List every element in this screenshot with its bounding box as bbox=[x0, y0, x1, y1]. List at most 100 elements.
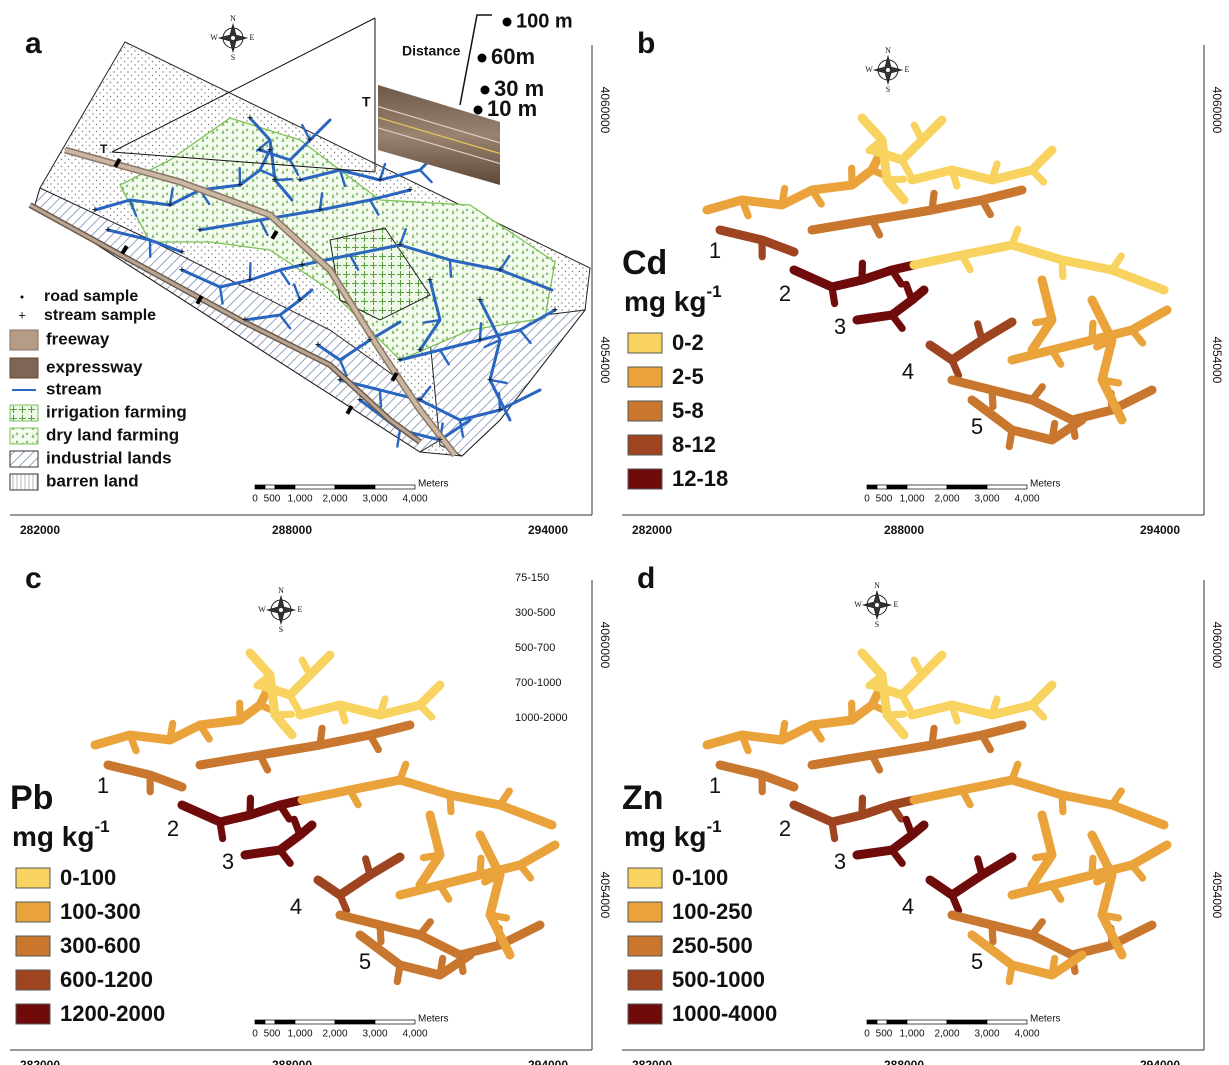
legend-swatch bbox=[627, 969, 663, 991]
stream bbox=[867, 115, 947, 165]
legend-label: 100-300 bbox=[60, 899, 141, 924]
stream bbox=[857, 648, 909, 740]
stream-twig bbox=[348, 253, 360, 271]
compass-letter: N bbox=[885, 46, 891, 55]
scale-label: 4,000 bbox=[402, 494, 427, 505]
legend-label: 0-100 bbox=[60, 865, 116, 890]
stream-twig bbox=[928, 724, 938, 749]
legend-label: dry land farming bbox=[46, 425, 179, 444]
sample-marker: + bbox=[497, 264, 503, 276]
stream-twig bbox=[396, 760, 410, 784]
legend-symbol: + bbox=[18, 307, 26, 322]
legend-label: 0-100 bbox=[672, 865, 728, 890]
sample-marker: + bbox=[552, 304, 558, 316]
stream-twig bbox=[883, 710, 908, 719]
legend-label: 300-600 bbox=[60, 933, 141, 958]
scale-segment bbox=[866, 1019, 878, 1025]
distance-dot bbox=[477, 53, 487, 63]
scale-label: 500 bbox=[876, 1029, 893, 1040]
x-coordinate: 288000 bbox=[884, 523, 924, 537]
scale-segment bbox=[886, 1019, 908, 1025]
stream-twig bbox=[1088, 319, 1097, 344]
stream-twig bbox=[216, 818, 227, 843]
scale-segment bbox=[294, 484, 336, 490]
stream bbox=[243, 288, 314, 322]
legend-label: 250-500 bbox=[672, 933, 753, 958]
side-label: 1000-2000 bbox=[515, 712, 568, 724]
stream-twig bbox=[273, 177, 293, 182]
legend-swatch bbox=[627, 935, 663, 957]
stream-twig bbox=[1008, 760, 1022, 784]
legend-symbol bbox=[9, 404, 39, 422]
scale-segment bbox=[374, 484, 416, 490]
stream-twig bbox=[496, 787, 513, 809]
scale-segment bbox=[986, 1019, 1028, 1025]
scale-label: 2,000 bbox=[934, 1029, 959, 1040]
stream-twig bbox=[948, 356, 963, 380]
scale-label: 0 bbox=[864, 494, 870, 505]
road-sample-marker bbox=[270, 230, 279, 240]
stream-twig bbox=[888, 801, 905, 823]
scale-label: 1,000 bbox=[287, 1029, 312, 1040]
stream-twig bbox=[436, 881, 453, 903]
stream bbox=[909, 240, 1169, 295]
stream-twig bbox=[1048, 346, 1065, 368]
stream bbox=[852, 820, 929, 860]
stream bbox=[103, 760, 187, 792]
scale-label: 2,000 bbox=[934, 494, 959, 505]
stream-twig bbox=[1058, 256, 1067, 281]
stream-twig bbox=[1005, 961, 1016, 986]
stream-twig bbox=[128, 198, 138, 217]
stream bbox=[702, 145, 887, 215]
stream bbox=[300, 243, 554, 292]
y-coordinate: 4054000 bbox=[598, 872, 612, 919]
stream-twig bbox=[1028, 166, 1048, 186]
stream-twig bbox=[498, 254, 511, 272]
scale-label: 1,000 bbox=[287, 494, 312, 505]
stream bbox=[857, 113, 909, 205]
scale-segment bbox=[254, 1019, 266, 1025]
legend-swatch bbox=[627, 468, 663, 490]
stream bbox=[1027, 275, 1057, 355]
scale-segment bbox=[294, 1019, 336, 1025]
stream-twig bbox=[378, 388, 383, 408]
stream bbox=[909, 775, 1169, 830]
stream-twig bbox=[1031, 316, 1056, 327]
scale-label: 2,000 bbox=[322, 1029, 347, 1040]
stream-twig bbox=[346, 786, 362, 809]
stream-number: 1 bbox=[709, 238, 721, 263]
compass-center bbox=[231, 36, 235, 40]
stream bbox=[1087, 295, 1127, 425]
sample-marker: + bbox=[397, 354, 403, 366]
legend-swatch bbox=[627, 434, 663, 456]
expressway bbox=[29, 203, 421, 444]
sample-marker: + bbox=[237, 179, 243, 191]
stream-twig bbox=[1108, 787, 1125, 809]
legend-label: 0-2 bbox=[672, 330, 704, 355]
y-coordinate: 4060000 bbox=[598, 87, 612, 134]
stream bbox=[475, 830, 515, 960]
sample-marker: + bbox=[317, 204, 323, 216]
scale-label: 0 bbox=[252, 1029, 258, 1040]
stream-twig bbox=[978, 196, 994, 219]
scale-label: 1,000 bbox=[899, 494, 924, 505]
side-label: 700-1000 bbox=[515, 677, 562, 689]
scale-segment bbox=[876, 1019, 888, 1025]
legend-symbol bbox=[9, 329, 39, 351]
stream-twig bbox=[196, 721, 213, 743]
stream-twig bbox=[476, 854, 485, 879]
road-sample-marker bbox=[120, 244, 129, 255]
stream-number: 5 bbox=[971, 949, 983, 974]
scale-label: 2,000 bbox=[322, 494, 347, 505]
compass-letter: S bbox=[231, 53, 235, 62]
y-coordinate: 4060000 bbox=[598, 622, 612, 669]
stream-twig bbox=[1048, 419, 1059, 444]
stream bbox=[90, 680, 275, 750]
legend-label: expressway bbox=[46, 357, 143, 376]
sample-marker: + bbox=[105, 224, 111, 236]
stream bbox=[248, 116, 294, 202]
legend-unit-text: mg kg bbox=[624, 821, 706, 852]
road-stripe bbox=[377, 116, 501, 155]
stream-twig bbox=[883, 175, 908, 184]
stream-twig bbox=[828, 283, 839, 308]
